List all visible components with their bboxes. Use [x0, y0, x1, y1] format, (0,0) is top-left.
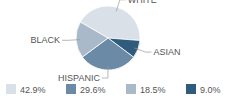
legend: 42.9% 29.6% 18.5% 9.0% — [6, 84, 221, 95]
leader-line — [102, 66, 108, 78]
pie-slice — [76, 22, 108, 57]
legend-swatch — [66, 84, 76, 94]
legend-label: 29.6% — [80, 85, 106, 95]
chart: WHITE ASIAN HISPANIC BLACK 42.9% 29.6% 18.5% 9.… — [0, 0, 240, 100]
leader-line — [134, 48, 151, 52]
legend-label: 18.5% — [140, 85, 166, 95]
slice-labels: WHITE ASIAN HISPANIC BLACK — [31, 0, 181, 83]
leader-line — [62, 39, 80, 41]
legend-swatch — [126, 84, 136, 94]
leader-line — [116, 0, 126, 11]
slice-label: BLACK — [31, 35, 61, 45]
legend-swatch — [186, 84, 196, 94]
legend-label: 9.0% — [200, 85, 221, 95]
pie — [76, 6, 140, 70]
legend-swatch — [6, 84, 16, 94]
slice-label: ASIAN — [153, 47, 180, 57]
slice-label: HISPANIC — [58, 73, 100, 83]
slice-label: WHITE — [128, 0, 157, 5]
legend-label: 42.9% — [20, 85, 46, 95]
